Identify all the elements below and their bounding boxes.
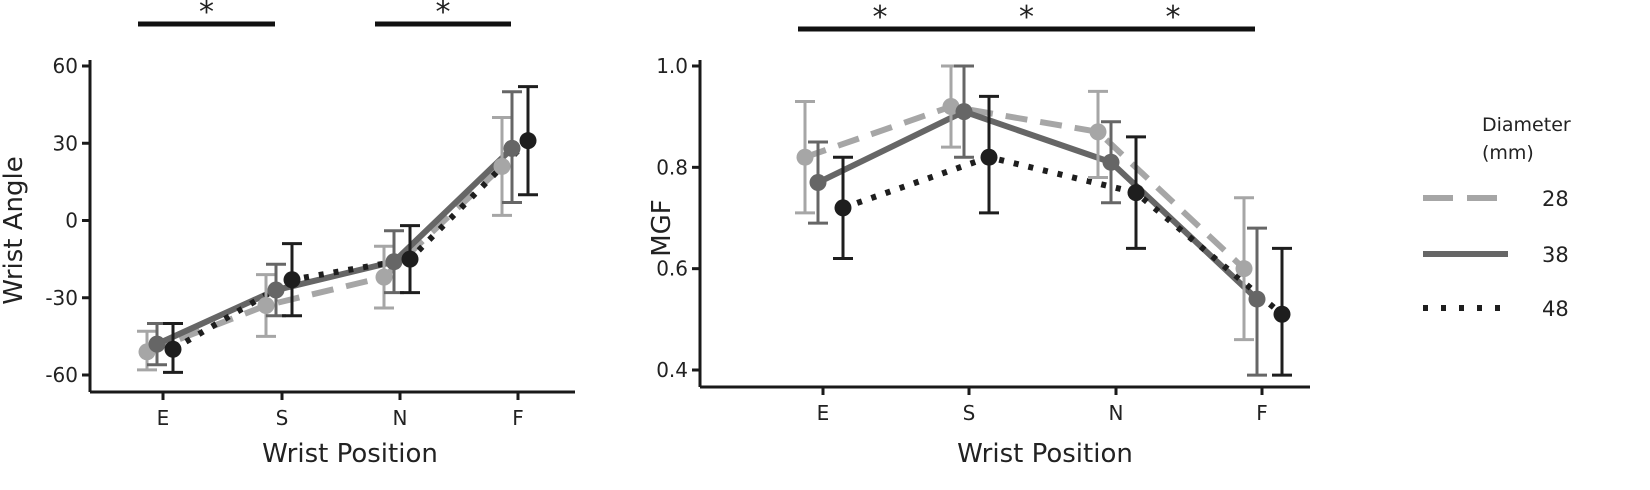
legend-label-38: 38 [1542,243,1569,267]
data-point-28 [375,268,393,286]
y-tick-label: 0 [65,209,78,233]
y-tick-label: -60 [45,363,78,387]
x-tick-label: F [512,406,524,430]
series-line-38 [816,108,1260,302]
data-point-28 [1089,123,1107,141]
y-tick-label: 0.6 [656,257,688,281]
series-line-28 [145,164,505,355]
data-point-38 [267,281,285,299]
x-tick-label: E [817,401,830,425]
data-point-38 [955,103,973,121]
data-point-48 [401,250,419,268]
data-point-28 [493,157,511,175]
significance-star: * [873,0,888,35]
legend: Diameter (mm) 28 38 48 [1423,114,1571,321]
x-tick-label: F [1256,401,1268,425]
data-point-48 [519,132,537,150]
significance-star: * [1019,0,1034,35]
x-axis-title: Wrist Position [262,439,438,469]
data-point-48 [980,148,998,166]
x-tick-label: S [276,406,289,430]
y-tick-label: 0.8 [656,155,688,179]
legend-label-28: 28 [1542,187,1569,211]
legend-title-line2: (mm) [1482,142,1534,164]
series-line-48 [842,154,1284,317]
data-point-28 [942,98,960,116]
y-tick-label: 30 [53,131,78,155]
data-point-48 [1127,184,1145,202]
x-axis-title: Wrist Position [957,439,1133,469]
significance-star: * [436,0,451,30]
series-line-38 [155,146,515,347]
panel-mgf: 0.4 0.6 0.8 1.0 E S N F Wrist Position MGF * * * [647,0,1310,469]
significance-star: * [199,0,214,30]
data-point-38 [385,253,403,271]
x-tick-label: N [393,406,408,430]
data-point-38 [809,174,827,192]
y-tick-label: 1.0 [656,54,688,78]
panel-wrist-angle: -60 -30 0 30 60 E S N F Wrist Position Wrist Angle… [0,0,575,469]
x-tick-label: S [963,401,976,425]
data-point-48 [164,340,182,358]
y-axis-title: Wrist Angle [0,156,29,304]
data-point-48 [834,199,852,217]
data-point-38 [1102,153,1120,171]
data-point-38 [148,335,166,353]
data-point-28 [1235,260,1253,278]
y-axis-title: MGF [647,199,677,257]
legend-label-48: 48 [1542,297,1569,321]
y-tick-label: -30 [45,286,78,310]
y-tick-label: 60 [53,54,78,78]
data-point-48 [283,271,301,289]
series-line-48 [171,138,531,352]
x-tick-label: E [157,406,170,430]
data-point-38 [503,139,521,157]
y-tick-label: 0.4 [656,358,688,382]
series-line-28 [804,103,1247,271]
legend-title-line1: Diameter [1482,114,1571,136]
data-point-28 [796,148,814,166]
significance-star: * [1166,0,1181,35]
data-point-28 [257,296,275,314]
x-tick-label: N [1109,401,1124,425]
data-point-48 [1273,305,1291,323]
data-point-38 [1248,290,1266,308]
